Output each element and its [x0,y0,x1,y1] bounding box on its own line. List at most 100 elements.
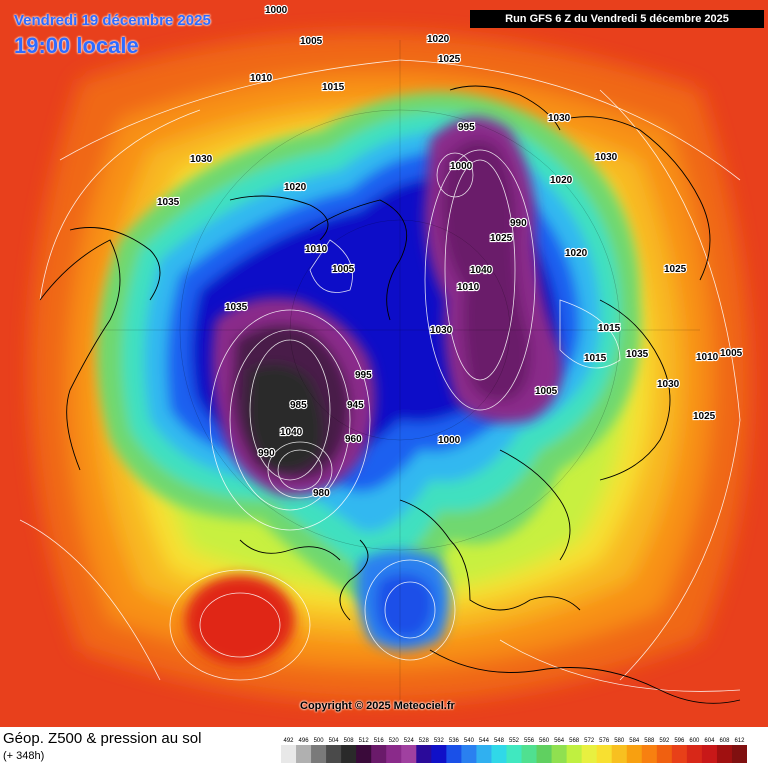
scale-swatch [506,745,523,763]
pressure-label: 1005 [535,386,558,397]
scale-tick-label: 592 [659,738,670,744]
scale-swatch [296,745,312,763]
pressure-label: 1035 [157,197,180,208]
pressure-label: 990 [510,218,527,229]
scale-tick-label: 604 [704,738,715,744]
pressure-label: 1015 [584,353,607,364]
scale-tick-label: 548 [494,738,505,744]
scale-swatch [371,745,387,763]
scale-tick-label: 508 [344,738,355,744]
scale-swatch [716,745,733,763]
scale-swatch [731,745,747,763]
footer-bar: Géop. Z500 & pression au sol (+ 348h) 49… [0,727,768,768]
scale-tick-label: 536 [449,738,460,744]
pressure-label: 1035 [225,302,248,313]
pressure-label: 945 [347,400,364,411]
scale-swatch [326,745,342,763]
scale-tick-label: 528 [419,738,430,744]
coastlines [39,85,741,704]
scale-tick-label: 576 [599,738,610,744]
pressure-label: 1010 [305,244,328,255]
pressure-label: 1020 [284,182,307,193]
scale-tick-label: 596 [674,738,685,744]
scale-swatch [521,745,538,763]
model-run-banner: Run GFS 6 Z du Vendredi 5 décembre 2025 [470,10,764,28]
scale-swatch [281,745,297,763]
scale-swatch [701,745,718,763]
scale-swatch [461,745,477,763]
scale-tick-label: 504 [329,738,340,744]
pressure-label: 1010 [696,352,719,363]
scale-swatch [536,745,553,763]
pressure-label: 1025 [490,233,513,244]
scale-tick-label: 512 [359,738,370,744]
scale-swatch [341,745,357,763]
scale-tick-label: 600 [689,738,700,744]
pressure-label: 1035 [626,349,649,360]
geopotential-map: 1000100510101015102010251030103510409959… [19,3,750,704]
scale-swatch [656,745,673,763]
scale-swatch [431,745,447,763]
pressure-label: 1030 [657,379,680,390]
pressure-label: 1005 [720,348,743,359]
scale-tick-label: 532 [434,738,445,744]
pressure-labels: 1000100510101015102010251030103510409959… [156,4,744,500]
pressure-label: 980 [313,488,330,499]
copyright: Copyright © 2025 Meteociel.fr [300,700,455,712]
scale-swatch [551,745,568,763]
map-title: Géop. Z500 & pression au sol [3,730,202,747]
scale-tick-label: 500 [314,738,325,744]
pressure-label: 1030 [548,113,571,124]
scale-tick-label: 516 [374,738,385,744]
scale-tick-label: 492 [284,738,295,744]
scale-swatch [416,745,432,763]
scale-swatch [476,745,492,763]
scale-tick-label: 612 [734,738,745,744]
pressure-label: 1010 [457,282,480,293]
scale-swatch [686,745,703,763]
scale-swatch [356,745,372,763]
pressure-label: 995 [355,370,372,381]
scale-tick-label: 608 [719,738,730,744]
scale-tick-label: 564 [554,738,565,744]
pressure-label: 1020 [565,248,588,259]
scale-swatch [626,745,643,763]
scale-tick-label: 580 [614,738,625,744]
scale-tick-label: 524 [404,738,415,744]
isobars [19,59,741,692]
pressure-label: 1025 [693,411,716,422]
scale-tick-label: 540 [464,738,475,744]
scale-tick-label: 584 [629,738,640,744]
scale-tick-label: 572 [584,738,595,744]
scale-swatch [566,745,583,763]
pressure-label: 990 [258,448,275,459]
forecast-date: Vendredi 19 décembre 2025 [14,12,211,29]
pressure-label: 1025 [438,54,461,65]
pressure-label: 1005 [332,264,355,275]
pressure-label: 1010 [250,73,273,84]
scale-tick-label: 588 [644,738,655,744]
pressure-label: 1005 [300,36,323,47]
pressure-label: 1030 [430,325,453,336]
pressure-label: 995 [458,122,475,133]
scale-tick-label: 544 [479,738,490,744]
scale-tick-label: 496 [299,738,310,744]
scale-swatch [446,745,462,763]
pressure-label: 985 [290,400,307,411]
scale-swatch [671,745,688,763]
scale-tick-label: 520 [389,738,400,744]
color-scale-legend: 492 496 500 504 508 512 516 520 524 528 532 536 540 5… [281,738,747,763]
forecast-local-time: 19:00 locale [14,33,139,58]
scale-swatch [401,745,417,763]
pressure-label: 1030 [595,152,618,163]
scale-swatch [641,745,658,763]
scale-swatch [491,745,507,763]
scale-tick-label: 556 [524,738,535,744]
scale-swatch [386,745,402,763]
pressure-label: 1025 [664,264,687,275]
scale-tick-label: 552 [509,738,520,744]
scale-swatch [311,745,327,763]
pressure-label: 1040 [280,427,303,438]
forecast-lead-time: (+ 348h) [3,750,45,762]
